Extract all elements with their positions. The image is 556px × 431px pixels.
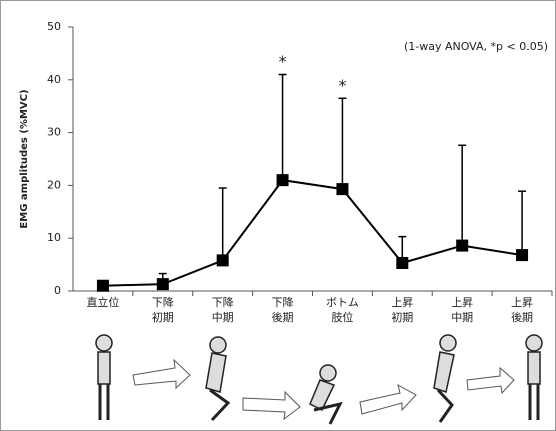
significance: *: [338, 76, 346, 95]
x-tick-label: 肢位: [331, 310, 353, 324]
x-tick-label: 後期: [272, 310, 294, 324]
y-tick-label: 50: [47, 20, 61, 33]
x-tick-label: 下降: [272, 295, 294, 309]
x-tick-label: 初期: [391, 310, 413, 324]
x-tick-label: 後期: [511, 310, 533, 324]
marker: [156, 278, 169, 291]
x-tick-label: 下降: [152, 295, 174, 309]
x-tick-label: 直立位: [86, 295, 119, 309]
marker: [516, 249, 529, 262]
y-tick-label: 20: [47, 178, 61, 191]
y-tick-label: 30: [47, 126, 61, 139]
x-tick-label: 上昇: [511, 296, 533, 309]
x-tick-label: 上昇: [451, 296, 473, 309]
line: [102, 179, 523, 287]
x-tick-label: ボトム: [326, 296, 359, 309]
marker: [456, 239, 469, 252]
y-axis-label: EMG amplitudes (%MVC): [19, 89, 30, 228]
x-tick-label: 中期: [212, 311, 234, 324]
y-tick-label: 0: [54, 284, 61, 297]
illustrations: [95, 334, 543, 425]
marker: [276, 174, 289, 187]
x-tick-label: 初期: [152, 310, 174, 324]
x-tick-label: 上昇: [391, 296, 413, 309]
marker: [96, 279, 109, 292]
significance: *: [279, 52, 287, 71]
x-tick-label: 下降: [212, 295, 234, 309]
y-tick-label: 40: [47, 73, 61, 86]
x-tick-label: 中期: [451, 311, 473, 324]
marker: [396, 257, 409, 270]
note: (1-way ANOVA, *p < 0.05): [404, 40, 548, 53]
y-tick-label: 10: [47, 231, 61, 244]
marker: [216, 254, 229, 267]
marker: [336, 183, 349, 196]
